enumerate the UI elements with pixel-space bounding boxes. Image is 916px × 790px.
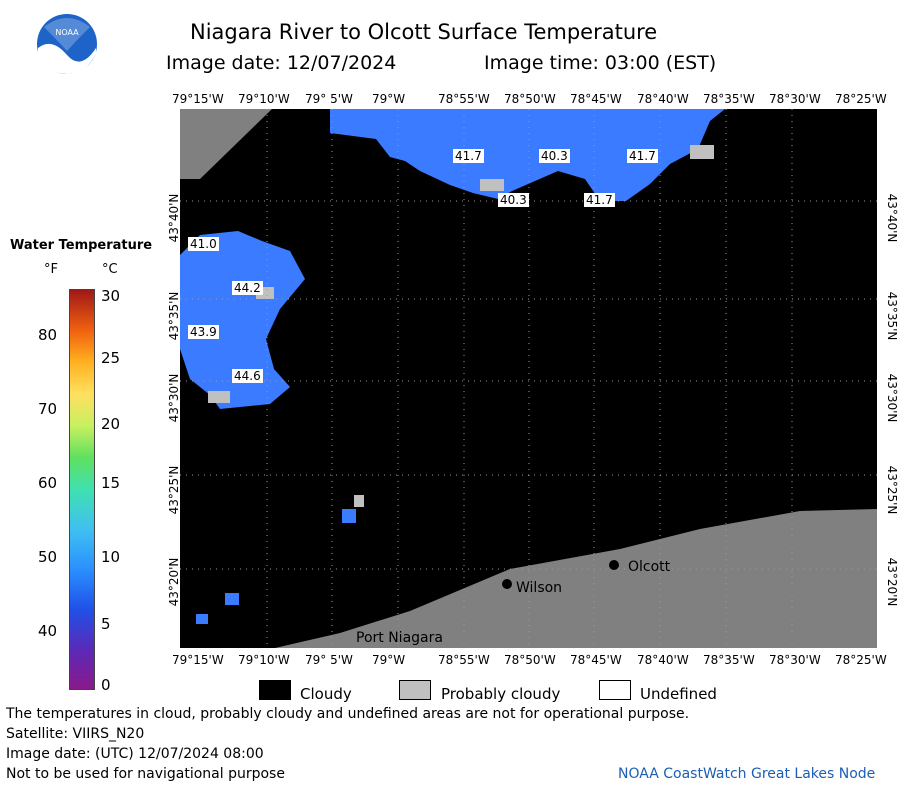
lat-label-right: 43°35'N (885, 291, 899, 341)
unit-celsius: °C (102, 262, 118, 277)
place-olcott: Olcott (628, 559, 671, 575)
olcott-marker (609, 560, 619, 570)
lon-label-top: 79°W (372, 92, 406, 106)
lon-label-bottom: 79°W (372, 653, 406, 667)
temperature-label: 41.7 (627, 149, 658, 163)
lon-label-bottom: 79° 5'W (305, 653, 353, 667)
legend-undefined-label: Undefined (640, 685, 717, 703)
prob-cloud-patch (354, 495, 364, 507)
footer-satellite: Satellite: VIIRS_N20 (6, 726, 145, 742)
lat-label-left: 43°20'N (167, 557, 181, 607)
lon-label-top: 78°30'W (769, 92, 821, 106)
lat-label-left: 43°25'N (167, 465, 181, 515)
water-speck (342, 509, 356, 523)
lon-label-top: 78°40'W (637, 92, 689, 106)
lon-label-bottom: 78°45'W (570, 653, 622, 667)
lat-label-right: 43°40'N (885, 193, 899, 243)
image-time: Image time: 03:00 (EST) (484, 52, 717, 74)
legend-undefined-swatch (599, 680, 631, 700)
celsius-tick: 15 (101, 474, 121, 492)
land-new-york (275, 509, 877, 648)
lon-label-bottom: 79°10'W (238, 653, 290, 667)
colorbar (69, 289, 95, 690)
celsius-tick: 10 (101, 548, 121, 566)
lon-label-top: 78°50'W (504, 92, 556, 106)
lon-label-top: 79°15'W (172, 92, 224, 106)
noaa-logo: NOAA (36, 13, 98, 75)
temperature-label: 43.9 (188, 325, 219, 339)
lon-label-bottom: 78°35'W (703, 653, 755, 667)
temperature-label: 41.0 (188, 237, 219, 251)
lon-label-bottom: 78°55'W (438, 653, 490, 667)
lat-label-right: 43°30'N (885, 373, 899, 423)
lon-label-top: 78°45'W (570, 92, 622, 106)
footer-utc-date: Image date: (UTC) 12/07/2024 08:00 (6, 746, 264, 762)
celsius-tick: 0 (101, 676, 111, 694)
fahrenheit-tick: 60 (38, 474, 58, 492)
water-north (330, 109, 725, 201)
water-speck (196, 614, 208, 624)
fahrenheit-tick: 40 (38, 622, 58, 640)
place-wilson: Wilson (516, 580, 563, 596)
lon-label-bottom: 79°15'W (172, 653, 224, 667)
lon-label-top: 78°55'W (438, 92, 490, 106)
footer-credit: NOAA CoastWatch Great Lakes Node (618, 766, 876, 782)
place-port-niagara: Port Niagara (356, 630, 443, 646)
legend-cloudy-label: Cloudy (300, 685, 352, 703)
fahrenheit-tick: 70 (38, 400, 58, 418)
land-canada (180, 109, 272, 179)
fahrenheit-tick: 50 (38, 548, 58, 566)
lon-label-bottom: 78°30'W (769, 653, 821, 667)
wilson-marker (502, 579, 512, 589)
noaa-logo-text: NOAA (55, 28, 79, 37)
celsius-tick: 5 (101, 615, 111, 633)
unit-fahrenheit: °F (44, 262, 58, 277)
lon-label-top: 78°35'W (703, 92, 755, 106)
prob-cloud-patch (480, 179, 504, 191)
lat-label-left: 43°30'N (167, 373, 181, 423)
prob-cloud-patch (690, 145, 714, 159)
footer-disclaimer: The temperatures in cloud, probably clou… (6, 706, 690, 722)
lon-label-bottom: 78°50'W (504, 653, 556, 667)
lat-label-right: 43°20'N (885, 557, 899, 607)
temperature-label: 41.7 (584, 193, 615, 207)
lon-label-bottom: 78°25'W (835, 653, 887, 667)
fahrenheit-tick: 80 (38, 326, 58, 344)
lon-label-bottom: 78°40'W (637, 653, 689, 667)
temperature-label: 40.3 (498, 193, 529, 207)
temperature-label: 41.7 (453, 149, 484, 163)
footer-navigation-warning: Not to be used for navigational purpose (6, 766, 285, 782)
legend-probably-cloudy-label: Probably cloudy (441, 685, 561, 703)
water-speck (225, 593, 239, 605)
lat-label-left: 43°35'N (167, 291, 181, 341)
image-date: Image date: 12/07/2024 (166, 52, 397, 74)
lat-label-left: 43°40'N (167, 193, 181, 243)
lon-label-top: 78°25'W (835, 92, 887, 106)
lat-label-right: 43°25'N (885, 465, 899, 515)
lon-label-top: 79°10'W (238, 92, 290, 106)
temperature-map (180, 109, 877, 648)
temperature-label: 44.6 (232, 369, 263, 383)
legend-probably-cloudy-swatch (399, 680, 431, 700)
lon-label-top: 79° 5'W (305, 92, 353, 106)
prob-cloud-patch (208, 391, 230, 403)
temperature-label: 44.2 (232, 281, 263, 295)
legend-cloudy-swatch (259, 680, 291, 700)
celsius-tick: 30 (101, 287, 121, 305)
celsius-tick: 20 (101, 415, 121, 433)
temperature-label: 40.3 (539, 149, 570, 163)
water-west (180, 231, 305, 409)
celsius-tick: 25 (101, 349, 121, 367)
page-title: Niagara River to Olcott Surface Temperat… (190, 20, 658, 44)
colorbar-title: Water Temperature (10, 238, 153, 253)
